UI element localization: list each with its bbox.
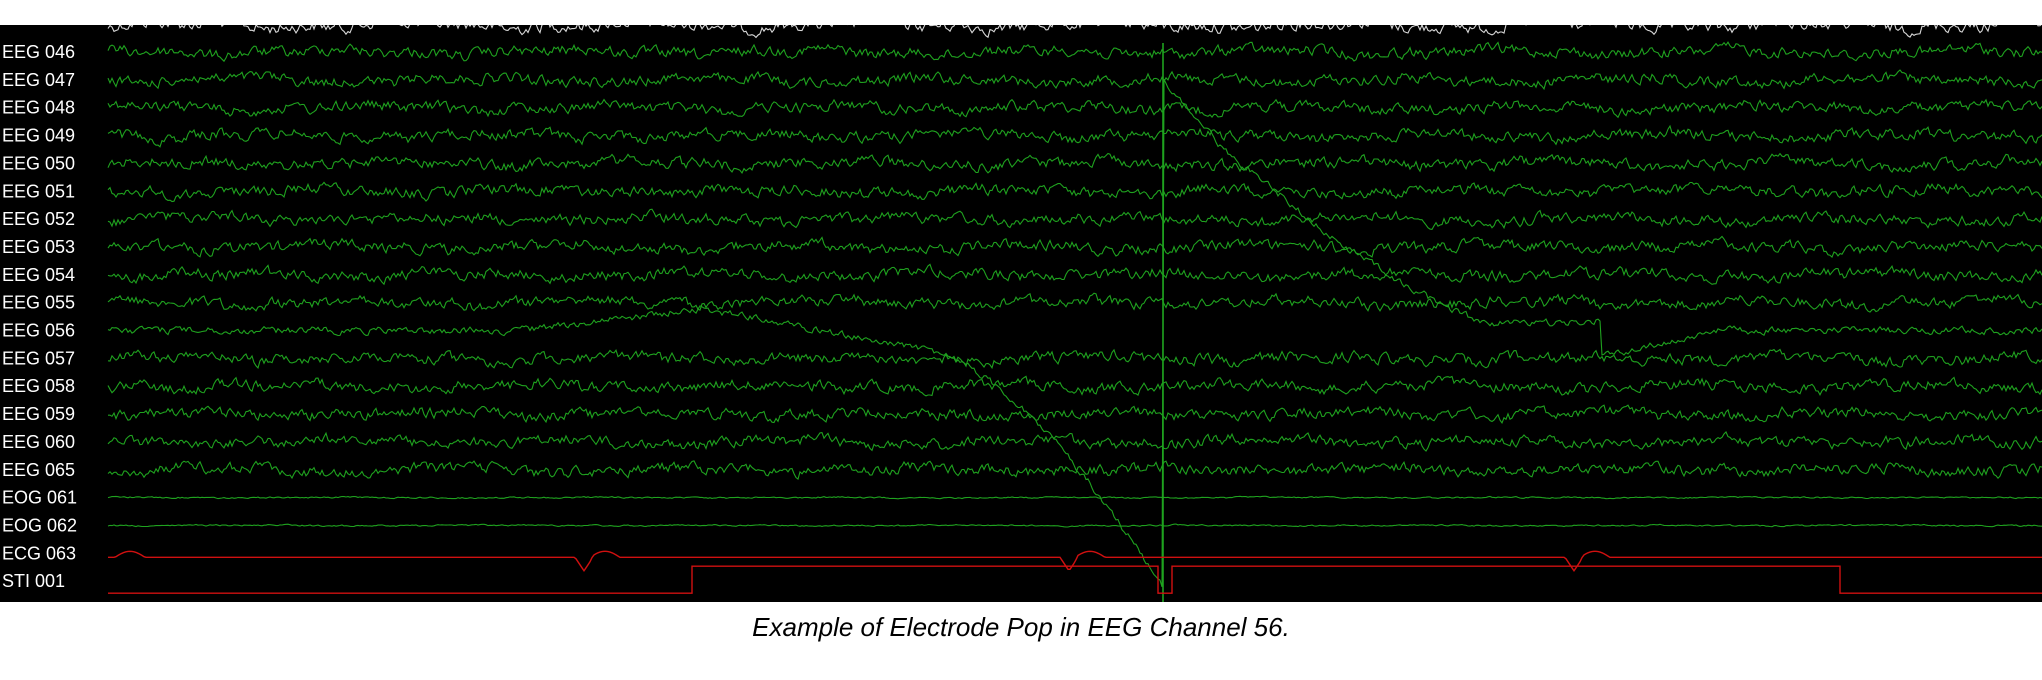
channel-label: EEG 057 <box>2 348 75 368</box>
channel-label: EEG 052 <box>2 209 75 229</box>
eeg-trace <box>107 375 2042 397</box>
eog-trace <box>107 523 2042 528</box>
eeg-trace <box>107 263 2042 286</box>
channel-label: EEG 056 <box>2 321 75 341</box>
eeg-traces: EEG 046 EEG 047 EEG 048 EEG 049 EEG 050 EEG 0… <box>2 25 2042 602</box>
channel-label: EEG 051 <box>2 181 75 201</box>
channel-label: EEG 058 <box>2 376 75 396</box>
eeg-trace <box>107 152 2042 174</box>
eeg-trace <box>108 404 2042 425</box>
eeg-trace <box>107 460 2042 481</box>
sti-trace <box>108 565 2042 594</box>
figure-caption: Example of Electrode Pop in EEG Channel … <box>752 612 1290 642</box>
eeg-trace <box>107 431 2042 452</box>
eeg-trace <box>107 292 2042 313</box>
channel-label: EEG 046 <box>2 42 75 62</box>
eeg-trace <box>107 69 2042 91</box>
channel-label: EEG 065 <box>2 460 75 480</box>
channel-label: ECG 063 <box>2 543 76 563</box>
eog-trace <box>107 495 2042 500</box>
eeg-trace <box>107 181 2042 203</box>
channel-label: EEG 049 <box>2 126 75 146</box>
channel-label: EEG 054 <box>2 265 75 285</box>
channel-label: EEG 055 <box>2 293 75 313</box>
channel-label: EEG 050 <box>2 153 75 173</box>
channel-label: EEG 053 <box>2 237 75 257</box>
channel-label: EOG 061 <box>2 488 77 508</box>
channel-label: STI 001 <box>2 571 65 591</box>
eeg-trace <box>107 208 2042 231</box>
channel-label: EEG 047 <box>2 70 75 90</box>
ecg-trace <box>108 550 2042 573</box>
eeg-trace <box>107 124 2042 148</box>
eeg-trace <box>107 41 2042 63</box>
eeg-trace-partial-top <box>107 25 2042 39</box>
channel-label: EEG 048 <box>2 98 75 118</box>
eeg-trace <box>107 235 2042 259</box>
channel-label: EEG 060 <box>2 432 75 452</box>
eeg-trace-electrode-pop <box>107 79 2042 588</box>
eeg-trace-viewer[interactable]: EEG 046 EEG 047 EEG 048 EEG 049 EEG 050 EEG 0… <box>0 25 2042 602</box>
channel-label: EOG 062 <box>2 515 77 535</box>
eeg-trace <box>107 98 2042 119</box>
eeg-trace <box>107 348 2042 370</box>
channel-label: EEG 059 <box>2 404 75 424</box>
